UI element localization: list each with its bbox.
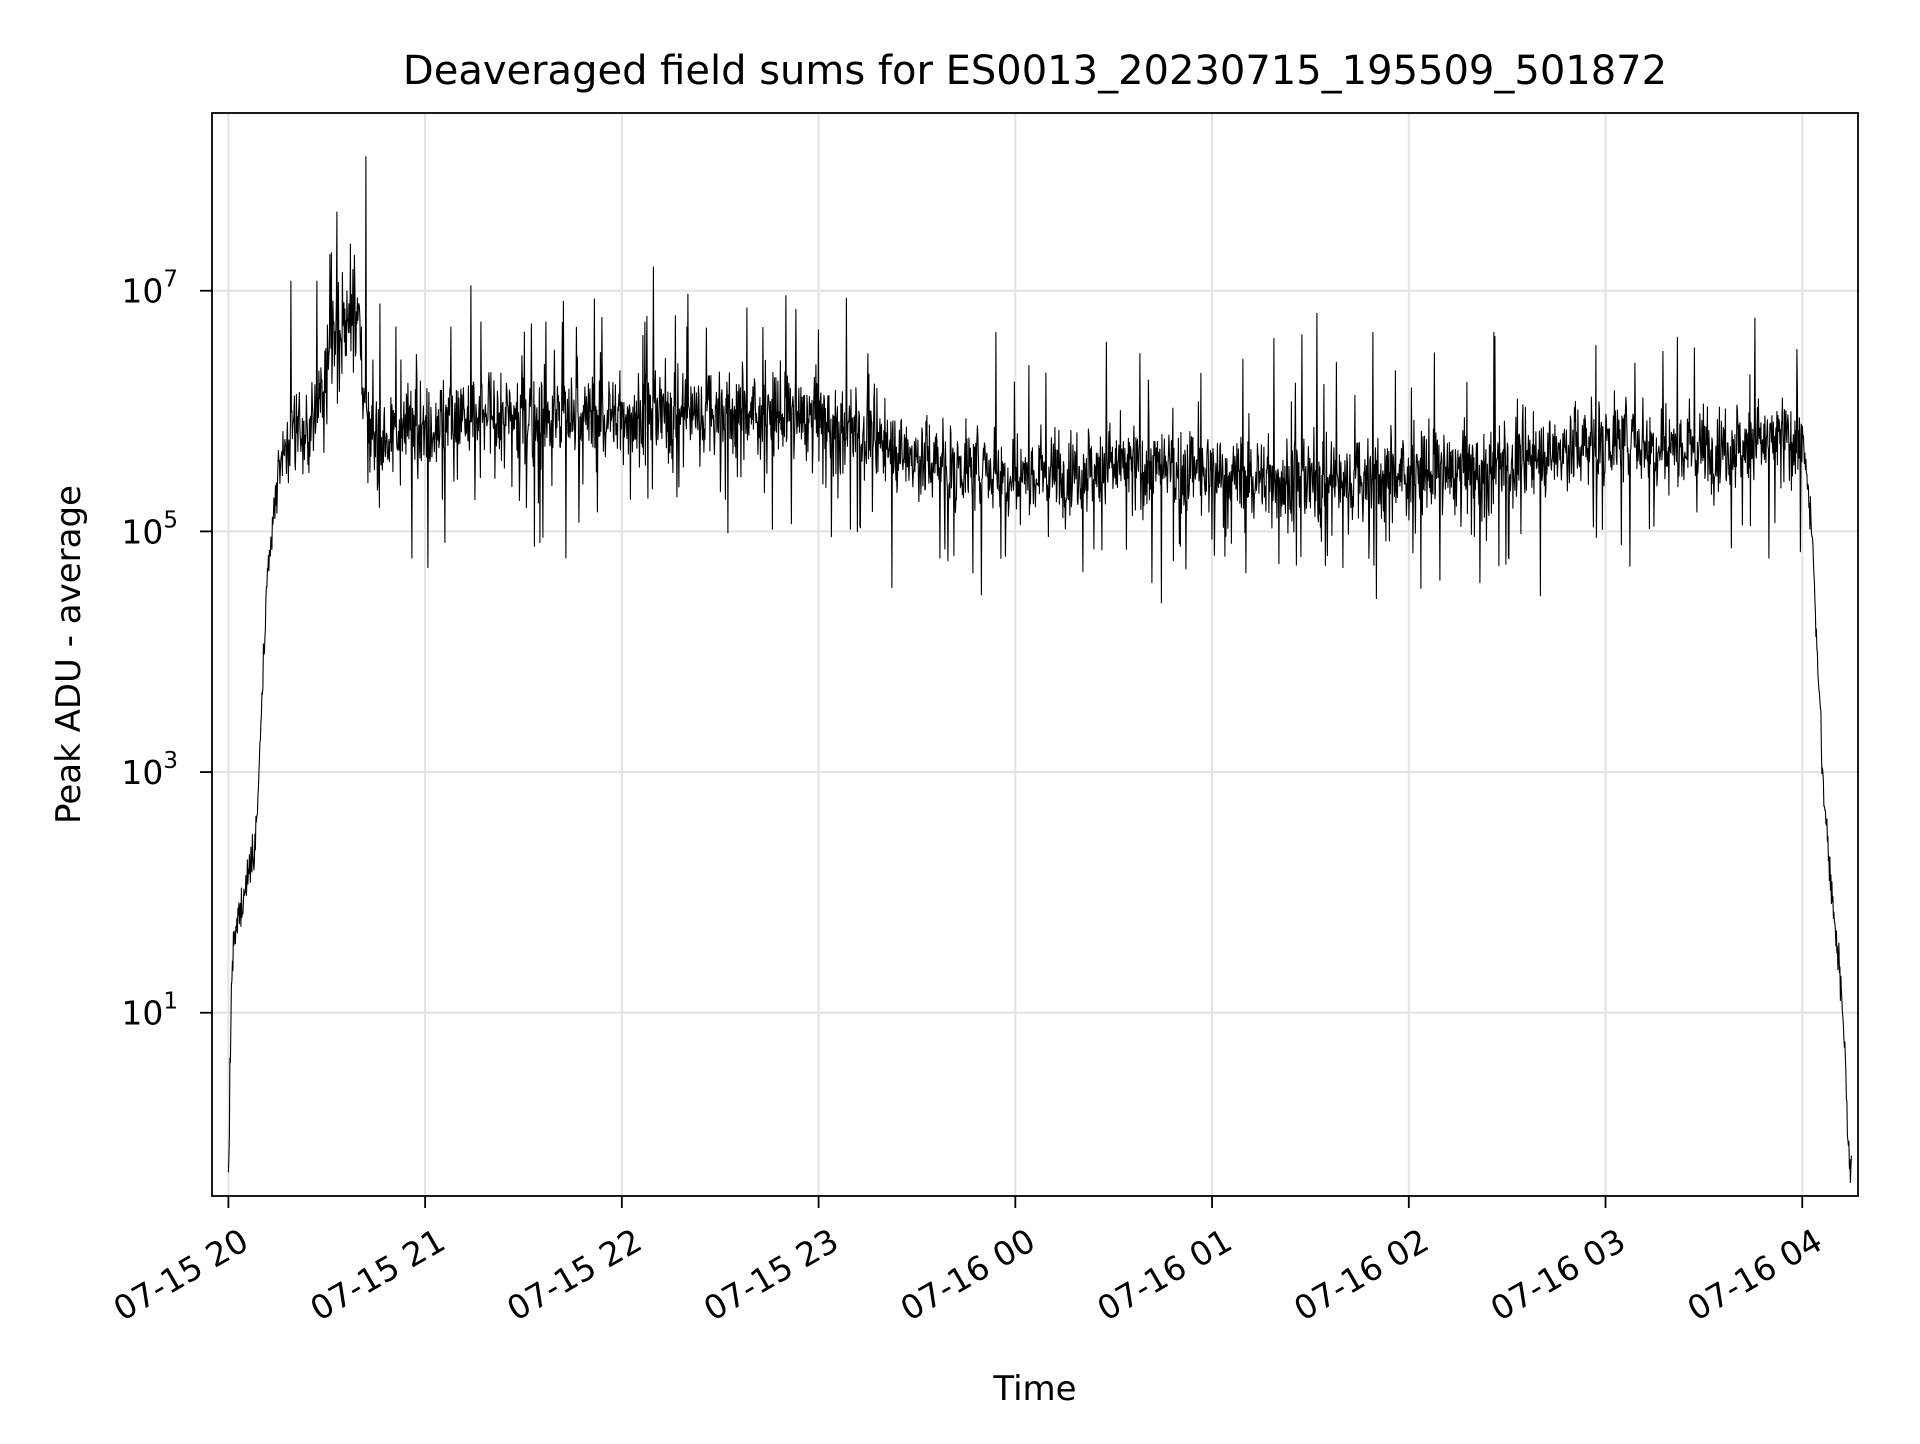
series-layer — [227, 156, 1852, 1184]
y-tick-exponent: 7 — [163, 267, 178, 293]
y-tick-base: 10 — [121, 994, 163, 1033]
y-tick-exponent: 3 — [163, 748, 178, 774]
y-axis-label: Peak ADU - average — [49, 485, 89, 824]
grid-lines — [212, 113, 1858, 1196]
y-tick-label: 101 — [121, 989, 178, 1033]
y-tick-label: 105 — [121, 507, 178, 551]
y-tick-label: 103 — [121, 748, 178, 792]
y-tick-base: 10 — [121, 753, 163, 792]
series-line — [227, 156, 1852, 1184]
chart-title: Deaveraged field sums for ES0013_2023071… — [403, 48, 1667, 94]
y-tick-label: 107 — [121, 267, 178, 311]
y-tick-exponent: 5 — [163, 507, 178, 533]
x-axis-label: Time — [992, 1369, 1076, 1409]
y-tick-base: 10 — [121, 272, 163, 311]
y-tick-base: 10 — [121, 512, 163, 551]
y-tick-exponent: 1 — [163, 989, 178, 1015]
plot-area-frame — [211, 112, 1859, 1197]
